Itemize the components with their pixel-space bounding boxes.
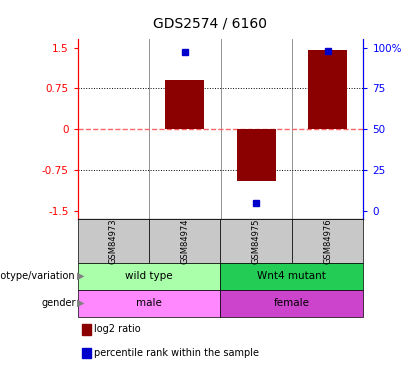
Text: GSM84975: GSM84975 <box>252 218 261 264</box>
Text: female: female <box>274 298 310 308</box>
Text: ▶: ▶ <box>77 298 84 308</box>
Text: GSM84974: GSM84974 <box>180 218 189 264</box>
Text: percentile rank within the sample: percentile rank within the sample <box>94 348 260 358</box>
Bar <box>308 50 347 129</box>
Text: GSM84976: GSM84976 <box>323 218 332 264</box>
Text: male: male <box>136 298 162 308</box>
Bar <box>165 80 205 129</box>
Text: GSM84973: GSM84973 <box>109 218 118 264</box>
Text: gender: gender <box>41 298 76 308</box>
Text: wild type: wild type <box>125 271 173 281</box>
Text: ▶: ▶ <box>77 271 84 281</box>
Text: Wnt4 mutant: Wnt4 mutant <box>257 271 326 281</box>
Bar <box>236 129 276 181</box>
Text: genotype/variation: genotype/variation <box>0 271 76 281</box>
Text: log2 ratio: log2 ratio <box>94 324 141 334</box>
Text: GDS2574 / 6160: GDS2574 / 6160 <box>153 17 267 31</box>
